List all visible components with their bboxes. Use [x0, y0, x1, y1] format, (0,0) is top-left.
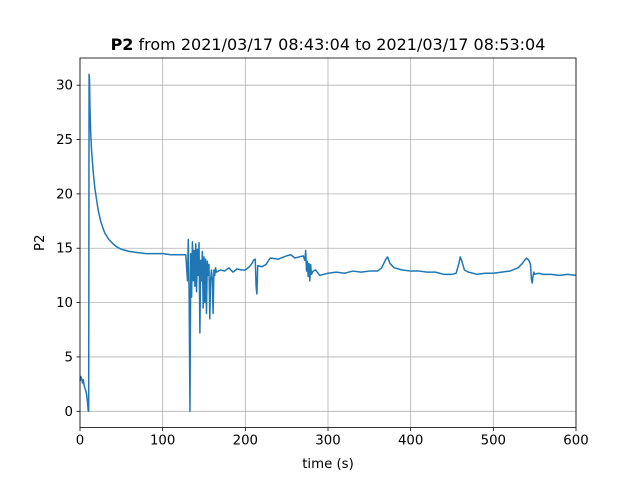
y-tick-label: 10	[56, 296, 73, 311]
x-tick-label: 300	[315, 434, 340, 449]
y-tick-label: 0	[65, 405, 73, 420]
y-axis-label: P2	[33, 235, 48, 251]
x-axis-label: time (s)	[302, 457, 354, 472]
y-tick-label: 20	[56, 187, 73, 202]
y-tick-label: 25	[56, 133, 73, 148]
y-tick-label: 30	[56, 79, 73, 94]
chart-title: P2 from 2021/03/17 08:43:04 to 2021/03/1…	[111, 35, 546, 54]
x-tick-label: 200	[233, 434, 258, 449]
x-tick-label: 0	[76, 434, 84, 449]
x-tick-label: 600	[563, 434, 588, 449]
chart-title-bold: P2	[111, 35, 134, 54]
grid	[79, 58, 577, 428]
axis-ticks: 0 100 200 300 400 500 600 0 5 10 15 20 25 30	[56, 79, 589, 449]
series-p2-line	[79, 73, 577, 413]
x-tick-label: 500	[481, 434, 506, 449]
chart-title-rest: from 2021/03/17 08:43:04 to 2021/03/17 0…	[133, 35, 545, 54]
x-tick-label: 400	[398, 434, 423, 449]
x-tick-label: 100	[150, 434, 175, 449]
y-tick-label: 15	[56, 242, 73, 257]
y-tick-label: 5	[65, 350, 73, 365]
